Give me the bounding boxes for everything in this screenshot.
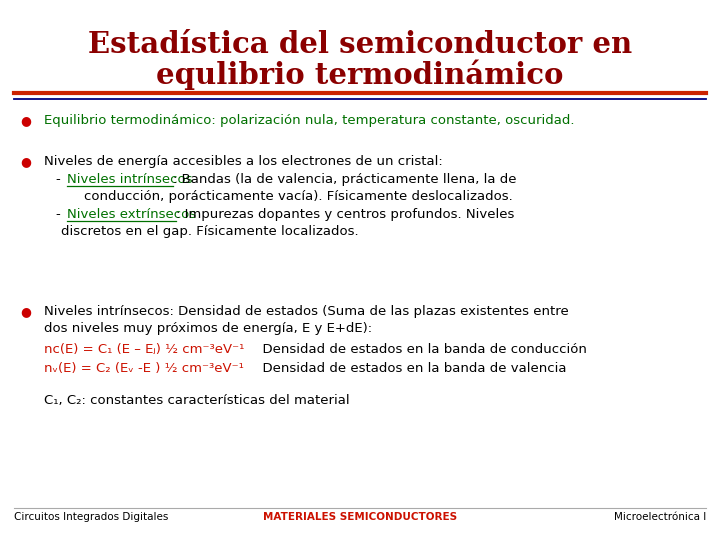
Text: Niveles intrínsecos: Densidad de estados (Suma de las plazas existentes entre: Niveles intrínsecos: Densidad de estados… (44, 305, 569, 318)
Text: MATERIALES SEMICONDUCTORES: MATERIALES SEMICONDUCTORES (263, 512, 457, 522)
Text: Microelectrónica I: Microelectrónica I (613, 512, 706, 522)
Text: : Bandas (la de valencia, prácticamente llena, la de: : Bandas (la de valencia, prácticamente … (173, 173, 516, 186)
Text: Equilibrio termodinámico: polarización nula, temperatura constante, oscuridad.: Equilibrio termodinámico: polarización n… (44, 114, 575, 127)
Text: -: - (56, 208, 65, 221)
Text: ●: ● (20, 305, 31, 318)
Text: Estadística del semiconductor en: Estadística del semiconductor en (88, 30, 632, 59)
Text: ●: ● (20, 155, 31, 168)
Text: C₁, C₂: constantes características del material: C₁, C₂: constantes características del m… (44, 394, 350, 407)
Text: equlibrio termodinámico: equlibrio termodinámico (156, 60, 564, 91)
Text: discretos en el gap. Físicamente localizados.: discretos en el gap. Físicamente localiz… (61, 225, 359, 238)
Text: -: - (56, 173, 65, 186)
Text: nc(E) = C₁ (E – Eⱼ) ½ cm⁻³eV⁻¹: nc(E) = C₁ (E – Eⱼ) ½ cm⁻³eV⁻¹ (44, 343, 244, 356)
Text: Circuitos Integrados Digitales: Circuitos Integrados Digitales (14, 512, 168, 522)
Text: : Impurezas dopantes y centros profundos. Niveles: : Impurezas dopantes y centros profundos… (176, 208, 514, 221)
Text: Niveles intrínsecos: Niveles intrínsecos (67, 173, 192, 186)
Text: ●: ● (20, 114, 31, 127)
Text: Niveles de energía accesibles a los electrones de un cristal:: Niveles de energía accesibles a los elec… (44, 155, 443, 168)
Text: conducción, porácticamente vacía). Físicamente deslocalizados.: conducción, porácticamente vacía). Físic… (84, 190, 513, 203)
Text: Niveles extrínsecos: Niveles extrínsecos (67, 208, 196, 221)
Text: Densidad de estados en la banda de conducción: Densidad de estados en la banda de condu… (254, 343, 587, 356)
Text: dos niveles muy próximos de energía, E y E+dE):: dos niveles muy próximos de energía, E y… (44, 322, 372, 335)
Text: Densidad de estados en la banda de valencia: Densidad de estados en la banda de valen… (254, 362, 567, 375)
Text: nᵥ(E) = C₂ (Eᵥ -E ) ½ cm⁻³eV⁻¹: nᵥ(E) = C₂ (Eᵥ -E ) ½ cm⁻³eV⁻¹ (44, 362, 244, 375)
